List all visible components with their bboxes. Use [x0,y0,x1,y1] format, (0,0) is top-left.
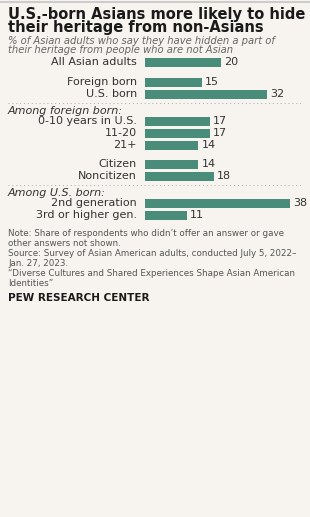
Text: PEW RESEARCH CENTER: PEW RESEARCH CENTER [8,293,149,303]
Text: 21+: 21+ [113,140,137,150]
Bar [145,210,187,220]
Text: Jan. 27, 2023.: Jan. 27, 2023. [8,259,68,268]
Text: 15: 15 [205,77,219,87]
Text: Identities”: Identities” [8,279,53,288]
Text: Source: Survey of Asian American adults, conducted July 5, 2022–: Source: Survey of Asian American adults,… [8,249,296,258]
Bar [145,116,210,126]
Text: 11: 11 [190,210,204,220]
Text: Among U.S. born:: Among U.S. born: [8,188,106,198]
Text: their heritage from non-Asians: their heritage from non-Asians [8,20,264,35]
Text: 17: 17 [213,128,227,138]
Bar [145,57,221,67]
Text: Foreign born: Foreign born [67,77,137,87]
Text: 14: 14 [202,140,215,150]
Text: 14: 14 [202,159,215,169]
Bar [145,78,202,86]
Text: All Asian adults: All Asian adults [51,57,137,67]
Bar [145,160,198,169]
Text: other answers not shown.: other answers not shown. [8,239,121,248]
Text: Note: Share of respondents who didn’t offer an answer or gave: Note: Share of respondents who didn’t of… [8,229,284,238]
Text: “Diverse Cultures and Shared Experiences Shape Asian American: “Diverse Cultures and Shared Experiences… [8,269,295,278]
Text: 38: 38 [293,198,307,208]
Bar [145,141,198,149]
Text: 20: 20 [224,57,238,67]
Text: Noncitizen: Noncitizen [78,171,137,181]
Text: their heritage from people who are not Asian: their heritage from people who are not A… [8,45,233,55]
Text: U.S.-born Asians more likely to hide: U.S.-born Asians more likely to hide [8,7,305,22]
Bar [145,89,267,99]
Text: U.S. born: U.S. born [86,89,137,99]
Text: Citizen: Citizen [99,159,137,169]
Bar [145,199,290,207]
Bar [145,129,210,138]
Text: Among foreign born:: Among foreign born: [8,106,123,116]
Text: 17: 17 [213,116,227,126]
Bar [145,172,214,180]
Text: % of Asian adults who say they have hidden a part of: % of Asian adults who say they have hidd… [8,36,275,46]
Text: 11-20: 11-20 [105,128,137,138]
Text: 3rd or higher gen.: 3rd or higher gen. [36,210,137,220]
Text: 0-10 years in U.S.: 0-10 years in U.S. [38,116,137,126]
Text: 32: 32 [270,89,284,99]
Text: 18: 18 [217,171,231,181]
Text: 2nd generation: 2nd generation [51,198,137,208]
